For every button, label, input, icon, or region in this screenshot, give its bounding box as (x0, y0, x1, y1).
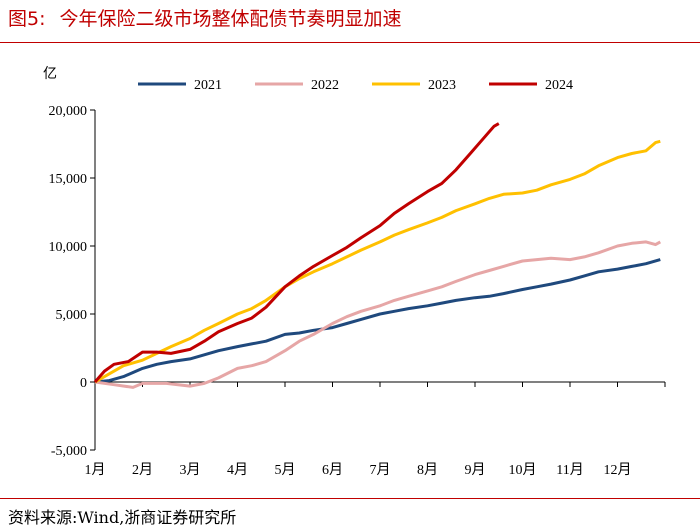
legend-label: 2021 (194, 78, 222, 93)
x-tick-label: 2月 (132, 462, 153, 478)
y-tick-label: 20,000 (49, 104, 88, 119)
y-tick-label: 5,000 (56, 308, 88, 323)
line-chart: -5,000 0 5,000 10,000 15,000 20,000 1月 2月 3月 4月 5月… (43, 66, 666, 478)
series-line-2022 (94, 240, 662, 389)
figure-title: 图5: 今年保险二级市场整体配债节奏明显加速 (8, 4, 402, 31)
chart-axes: -5,000 0 5,000 10,000 15,000 20,000 1月 2月 3月 4月 5月… (49, 104, 666, 478)
x-tick-label: 4月 (227, 462, 248, 478)
series-line-2024 (93, 122, 500, 383)
source-note: 资料来源:Wind,浙商证券研究所 (8, 508, 237, 527)
x-tick-label: 8月 (417, 462, 438, 478)
figure-label: 图5: (8, 8, 46, 30)
y-tick-label: -5,000 (51, 444, 87, 459)
x-tick-label: 9月 (465, 462, 486, 478)
y-tick-label: 0 (80, 376, 87, 391)
series-line-2021 (94, 258, 661, 384)
x-tick-label: 5月 (275, 462, 296, 478)
x-tick-label: 10月 (509, 462, 537, 478)
title-rule (0, 42, 700, 43)
series-line-2023 (94, 139, 661, 384)
figure-title-text: 今年保险二级市场整体配债节奏明显加速 (59, 8, 402, 30)
x-tick-label: 12月 (604, 462, 632, 478)
y-axis-label: 亿 (43, 66, 57, 82)
x-tick-label: 6月 (322, 462, 343, 478)
legend-label: 2023 (428, 78, 456, 93)
chart-series (93, 122, 662, 389)
x-tick-label: 11月 (556, 462, 583, 478)
y-tick-label: 15,000 (49, 172, 88, 187)
chart-legend: 2021 2022 2023 2024 (138, 78, 573, 93)
x-tick-label: 3月 (180, 462, 201, 478)
source-rule (0, 498, 700, 499)
legend-label: 2024 (545, 78, 573, 93)
y-tick-label: 10,000 (49, 240, 88, 255)
x-tick-label: 7月 (370, 462, 391, 478)
x-tick-label: 1月 (85, 462, 106, 478)
legend-label: 2022 (311, 78, 339, 93)
